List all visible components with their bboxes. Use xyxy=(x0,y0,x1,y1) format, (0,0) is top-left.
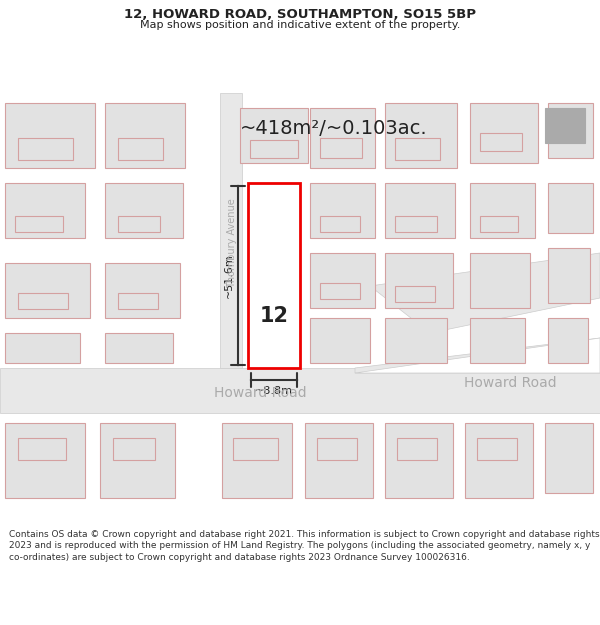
Bar xyxy=(5,423,85,498)
Bar xyxy=(5,183,85,238)
Bar xyxy=(548,318,588,363)
Bar xyxy=(320,138,362,158)
Bar xyxy=(548,103,593,158)
Bar xyxy=(105,263,180,318)
Text: ~51.6m: ~51.6m xyxy=(224,253,234,298)
Bar xyxy=(385,318,447,363)
Bar xyxy=(100,423,175,498)
Bar xyxy=(5,333,80,363)
Bar xyxy=(113,438,155,460)
Polygon shape xyxy=(355,338,600,373)
Bar xyxy=(105,183,183,238)
Bar xyxy=(385,183,455,238)
Bar xyxy=(5,263,90,318)
Bar xyxy=(310,183,375,238)
Bar xyxy=(0,368,600,413)
Text: Howard Road: Howard Road xyxy=(214,386,307,400)
Text: Contains OS data © Crown copyright and database right 2021. This information is : Contains OS data © Crown copyright and d… xyxy=(9,530,599,562)
Bar xyxy=(320,283,360,299)
Bar xyxy=(480,216,518,232)
Bar xyxy=(105,103,185,168)
Bar xyxy=(305,423,373,498)
Bar xyxy=(105,333,173,363)
Text: Map shows position and indicative extent of the property.: Map shows position and indicative extent… xyxy=(140,19,460,29)
Bar xyxy=(220,93,242,368)
Polygon shape xyxy=(355,338,600,373)
Text: 12: 12 xyxy=(260,306,289,326)
Bar xyxy=(385,423,453,498)
Bar xyxy=(470,318,525,363)
Bar xyxy=(545,423,593,493)
Bar xyxy=(15,216,63,232)
Text: ~8.8m: ~8.8m xyxy=(255,386,293,396)
Bar xyxy=(395,216,437,232)
Bar xyxy=(5,103,95,168)
Bar xyxy=(480,133,522,151)
Bar xyxy=(118,216,160,232)
Bar xyxy=(395,286,435,302)
Bar xyxy=(470,183,535,238)
Bar xyxy=(118,293,158,309)
Text: Thornbury Avenue: Thornbury Avenue xyxy=(227,198,237,288)
Polygon shape xyxy=(370,253,600,333)
Bar xyxy=(385,103,457,168)
Text: 12, HOWARD ROAD, SOUTHAMPTON, SO15 5BP: 12, HOWARD ROAD, SOUTHAMPTON, SO15 5BP xyxy=(124,8,476,21)
Bar xyxy=(248,183,300,368)
Bar xyxy=(395,138,440,160)
Bar xyxy=(548,183,593,233)
Bar xyxy=(545,108,585,143)
Bar xyxy=(118,138,163,160)
Bar xyxy=(470,103,538,163)
Bar xyxy=(250,140,298,158)
Bar xyxy=(18,438,66,460)
Bar xyxy=(233,438,278,460)
Bar xyxy=(18,293,68,309)
Bar xyxy=(18,138,73,160)
Bar xyxy=(470,253,530,308)
Text: Howard Road: Howard Road xyxy=(464,376,556,390)
Bar xyxy=(240,108,308,163)
Bar xyxy=(310,318,370,363)
Bar xyxy=(310,108,375,168)
Bar xyxy=(310,253,375,308)
Bar xyxy=(222,423,292,498)
Bar xyxy=(385,253,453,308)
Bar xyxy=(320,216,360,232)
Bar xyxy=(397,438,437,460)
Bar xyxy=(317,438,357,460)
Bar xyxy=(477,438,517,460)
Text: ~418m²/~0.103ac.: ~418m²/~0.103ac. xyxy=(240,119,428,138)
Bar xyxy=(548,248,590,303)
Bar xyxy=(465,423,533,498)
